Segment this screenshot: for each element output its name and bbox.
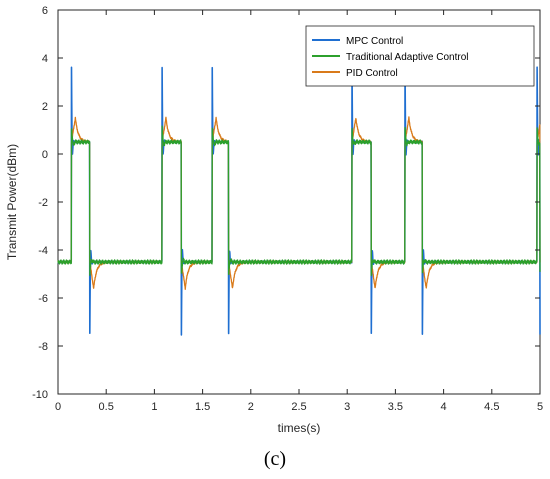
y-tick-label: -10	[32, 389, 48, 401]
x-tick-label: 5	[537, 401, 543, 413]
x-tick-label: 2	[248, 401, 254, 413]
y-tick-label: 0	[42, 149, 48, 161]
x-tick-label: 1	[151, 401, 157, 413]
legend-box	[305, 25, 535, 87]
x-tick-label: 4.5	[484, 401, 499, 413]
y-tick-label: 6	[42, 5, 48, 17]
y-axis-label: Transmit Power(dBm)	[5, 144, 19, 260]
panel-caption: (c)	[263, 448, 287, 470]
chart: 0 0.5 1 1.5 2 2.5 3 3.5 4 4.5 5 -10 -8 -6 -4 -2 0 2 4 6 tim…	[5, 5, 543, 435]
y-tick-label: -4	[38, 245, 48, 257]
x-tick-label: 0	[55, 401, 61, 413]
x-tick-label: 4	[441, 401, 447, 413]
legend-label: MPC Control	[346, 36, 403, 47]
y-tick-label: -2	[38, 197, 48, 209]
x-tick-label: 1.5	[195, 401, 210, 413]
ticks-layer: 0 0.5 1 1.5 2 2.5 3 3.5 4 4.5 5 -10 -8 -6 -4 -2 0 2 4 6	[32, 5, 543, 413]
y-tick-label: 4	[42, 53, 48, 65]
x-tick-label: 2.5	[291, 401, 306, 413]
x-axis-label: times(s)	[278, 421, 321, 435]
x-tick-label: 3.5	[388, 401, 403, 413]
y-tick-label: -8	[38, 341, 48, 353]
y-tick-label: 2	[42, 101, 48, 113]
y-tick-label: -6	[38, 293, 48, 305]
series-layer	[57, 66, 541, 336]
x-tick-label: 0.5	[99, 401, 114, 413]
x-tick-label: 3	[344, 401, 350, 413]
series-line-traditional-adaptive-control	[57, 125, 541, 277]
legend-label: PID Control	[346, 68, 398, 79]
legend-items: MPC Control Traditional Adaptive Control P…	[312, 36, 468, 79]
legend: MPC Control Traditional Adaptive Control P…	[305, 25, 535, 87]
legend-label: Traditional Adaptive Control	[346, 52, 468, 63]
